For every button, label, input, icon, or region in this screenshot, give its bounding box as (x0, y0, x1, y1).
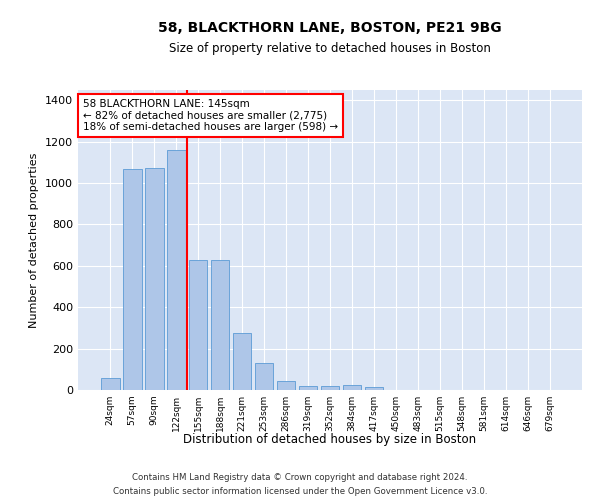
Text: Distribution of detached houses by size in Boston: Distribution of detached houses by size … (184, 432, 476, 446)
Text: 58, BLACKTHORN LANE, BOSTON, PE21 9BG: 58, BLACKTHORN LANE, BOSTON, PE21 9BG (158, 21, 502, 35)
Bar (255, 363, 274, 390)
Text: Contains public sector information licensed under the Open Government Licence v3: Contains public sector information licen… (113, 488, 487, 496)
Bar (299, 386, 317, 390)
Bar (320, 386, 340, 390)
Text: 58 BLACKTHORN LANE: 145sqm
← 82% of detached houses are smaller (2,775)
18% of s: 58 BLACKTHORN LANE: 145sqm ← 82% of deta… (83, 99, 338, 132)
Text: Size of property relative to detached houses in Boston: Size of property relative to detached ho… (169, 42, 491, 55)
Bar (123, 168, 142, 390)
Bar (167, 150, 185, 390)
Bar (211, 260, 229, 390)
Bar (277, 380, 295, 390)
Bar (189, 260, 208, 390)
Y-axis label: Number of detached properties: Number of detached properties (29, 152, 40, 328)
Bar (145, 168, 164, 390)
Bar (101, 378, 119, 390)
Bar (343, 385, 361, 390)
Bar (233, 333, 251, 390)
Text: Contains HM Land Registry data © Crown copyright and database right 2024.: Contains HM Land Registry data © Crown c… (132, 472, 468, 482)
Bar (365, 387, 383, 390)
